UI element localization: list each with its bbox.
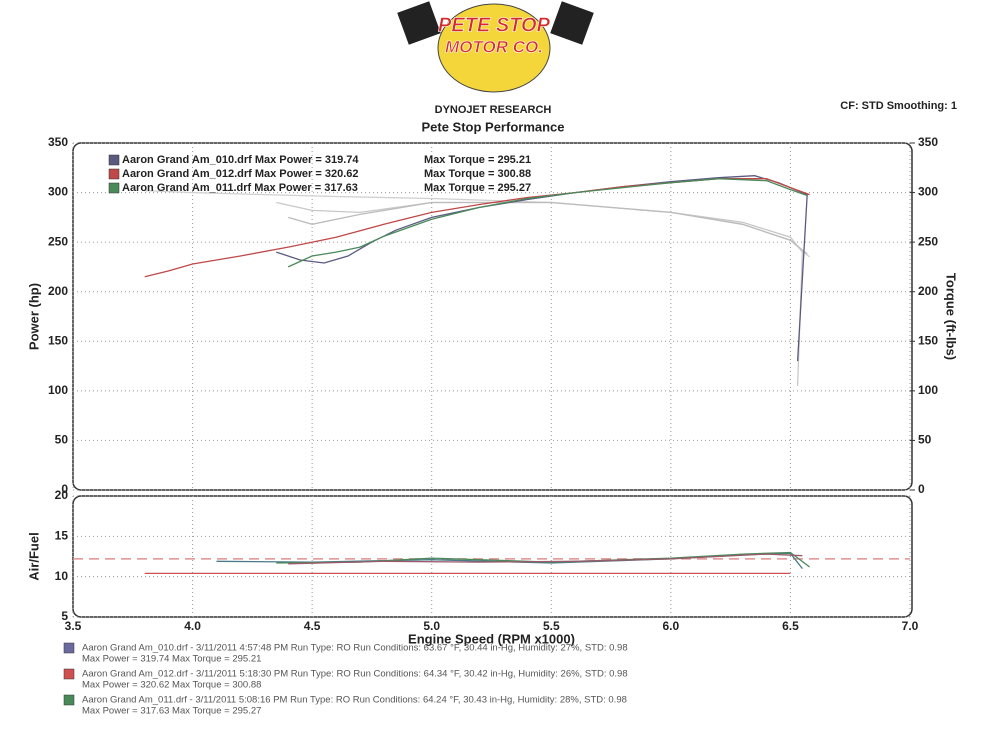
y2-tick-label: 300 xyxy=(918,185,938,199)
logo-badge xyxy=(437,3,551,93)
settings: CF: STD Smoothing: 1 xyxy=(840,100,957,112)
series-line xyxy=(144,178,810,278)
y2-tick-label: 0 xyxy=(918,482,925,496)
y-axis-label: Power (hp) xyxy=(26,283,41,350)
legend-entry: Max Torque = 300.88 xyxy=(424,168,531,180)
legend-entry: Max Torque = 295.27 xyxy=(424,182,531,194)
series-line xyxy=(288,553,803,565)
series-line xyxy=(287,178,808,268)
logo-text: PETE STOP xyxy=(438,14,551,36)
legend-swatch xyxy=(108,182,120,194)
legend-swatch xyxy=(108,168,120,180)
series-line xyxy=(276,175,808,362)
chart-title: Pete Stop Performance xyxy=(421,119,564,134)
x-tick-label: 5.5 xyxy=(543,619,560,633)
y-tick-label: 20 xyxy=(55,488,69,502)
legend-entry: Aaron Grand Am_010.drf Max Power = 319.7… xyxy=(122,154,359,166)
x-axis-label: Engine Speed (RPM x1000) xyxy=(408,631,575,646)
y-tick-label: 200 xyxy=(48,284,68,298)
brand: DYNOJET RESEARCH xyxy=(435,104,552,116)
logo: PETE STOP MOTOR CO. xyxy=(397,1,594,93)
y-tick-label: 10 xyxy=(55,569,69,583)
y-tick-label: 250 xyxy=(48,234,68,248)
y-axis-label: Air/Fuel xyxy=(26,532,41,580)
run-details: Aaron Grand Am_011.drf - 3/11/2011 5:08:… xyxy=(82,695,627,706)
plot-frame xyxy=(72,495,913,618)
legend-entry: Aaron Grand Am_011.drf Max Power = 317.6… xyxy=(122,182,358,194)
x-tick-label: 6.0 xyxy=(663,619,680,633)
run-summary: Max Power = 319.74 Max Torque = 295.21 xyxy=(82,654,261,665)
y-tick-label: 15 xyxy=(55,529,69,543)
y-tick-label: 350 xyxy=(48,135,68,149)
legend-entry: Aaron Grand Am_012.drf Max Power = 320.6… xyxy=(122,168,359,180)
x-tick-label: 4.5 xyxy=(304,619,321,633)
legend-swatch xyxy=(108,154,120,166)
y2-tick-label: 50 xyxy=(918,433,932,447)
y2-tick-label: 100 xyxy=(918,383,938,397)
y-tick-label: 0 xyxy=(61,482,68,496)
series-line xyxy=(276,551,810,568)
series-line xyxy=(276,201,804,386)
y-tick-label: 100 xyxy=(48,383,68,397)
logo-text: MOTOR CO. xyxy=(445,37,543,56)
x-tick-label: 5.0 xyxy=(423,619,440,633)
y2-axis-label: Torque (ft-lbs) xyxy=(944,273,959,360)
flag xyxy=(550,1,594,45)
series-line xyxy=(144,189,811,258)
legend-entry: Max Torque = 295.21 xyxy=(424,154,531,166)
run-summary: Max Power = 317.63 Max Torque = 295.27 xyxy=(82,706,261,717)
flag xyxy=(397,1,441,45)
series-line xyxy=(288,201,808,255)
run-swatch xyxy=(63,642,75,654)
y-tick-label: 150 xyxy=(48,333,68,347)
x-tick-label: 7.0 xyxy=(902,619,919,633)
run-summary: Max Power = 320.62 Max Torque = 300.88 xyxy=(82,680,261,691)
plot-frame xyxy=(72,142,913,491)
x-tick-label: 3.5 xyxy=(65,619,82,633)
y2-tick-label: 250 xyxy=(918,234,938,248)
y-tick-label: 300 xyxy=(48,185,68,199)
x-tick-label: 4.0 xyxy=(184,619,201,633)
run-swatch xyxy=(63,668,75,680)
y-tick-label: 5 xyxy=(61,609,68,623)
run-details: Aaron Grand Am_010.drf - 3/11/2011 4:57:… xyxy=(82,643,628,654)
run-swatch xyxy=(63,694,75,706)
y2-tick-label: 150 xyxy=(918,333,938,347)
x-tick-label: 6.5 xyxy=(782,619,799,633)
y-tick-label: 50 xyxy=(55,433,69,447)
y2-tick-label: 350 xyxy=(918,135,938,149)
run-details: Aaron Grand Am_012.drf - 3/11/2011 5:18:… xyxy=(82,669,628,680)
y2-tick-label: 200 xyxy=(918,284,938,298)
